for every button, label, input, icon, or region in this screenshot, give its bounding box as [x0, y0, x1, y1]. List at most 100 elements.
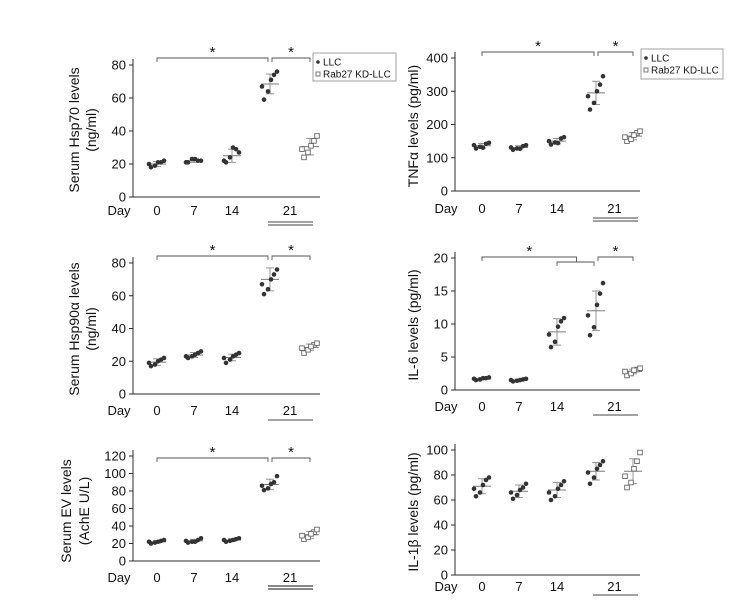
data-point: [198, 349, 204, 354]
data-point: [591, 325, 597, 330]
data-point: [301, 154, 307, 161]
data-point: [274, 267, 280, 272]
y-tick-label: 400: [426, 51, 448, 66]
data-point: [268, 481, 274, 487]
data-point: [146, 161, 152, 167]
data-group: [585, 458, 606, 487]
y-axis-label: Serum Hsp70 levels: [66, 67, 82, 192]
data-point: [183, 354, 189, 359]
significance-bracket: [481, 256, 577, 262]
data-point: [637, 449, 643, 456]
significance-star: *: [288, 444, 294, 461]
data-point: [600, 458, 606, 464]
data-point: [585, 93, 591, 99]
x-tick-label: 14: [225, 570, 239, 585]
data-point: [523, 481, 529, 487]
data-point: [508, 377, 514, 383]
data-point: [517, 487, 523, 493]
data-group: [471, 475, 492, 499]
data-group: [221, 350, 242, 366]
y-tick-label: 100: [104, 466, 126, 481]
data-point: [473, 146, 479, 151]
data-point: [628, 370, 634, 377]
data-point: [268, 277, 274, 282]
data-point: [314, 340, 320, 346]
data-point: [517, 146, 523, 152]
data-point: [634, 458, 640, 465]
data-point: [597, 291, 603, 296]
data-point: [558, 319, 564, 324]
y-axis-label: Serum Hsp90α levels: [66, 262, 82, 395]
data-group: [585, 73, 606, 112]
data-point: [236, 150, 242, 155]
data-point: [587, 481, 593, 487]
data-group: [508, 142, 529, 153]
tnfa-chart: 0 100 200 300 400 TNFα levels (pg/ml) Day 0 7 14 2…: [405, 38, 724, 222]
data-point: [471, 376, 477, 382]
y-tick-label: 15: [434, 284, 448, 299]
x-tick-label: 14: [550, 201, 564, 216]
data-point: [594, 302, 600, 308]
data-point: [523, 142, 529, 148]
data-point: [480, 482, 486, 488]
y-tick-label: 20: [434, 251, 448, 266]
data-point: [146, 539, 152, 545]
data-point: [471, 142, 477, 148]
legend-box: [640, 48, 724, 80]
y-tick-label: 60: [434, 493, 448, 508]
data-point: [585, 470, 591, 475]
data-point: [230, 354, 236, 359]
legend-entry: Rab27 KD-LLC: [643, 66, 719, 77]
data-point: [155, 539, 161, 545]
data-point: [259, 281, 265, 287]
data-group: [183, 535, 204, 545]
significance-star: *: [288, 44, 294, 61]
y-tick-label: 0: [441, 184, 448, 199]
data-point: [265, 286, 271, 292]
data-point: [561, 478, 567, 484]
data-point: [477, 490, 483, 495]
open-square-icon: [643, 67, 649, 73]
data-point: [265, 89, 271, 94]
data-point: [183, 538, 189, 544]
data-point: [587, 332, 593, 338]
data-group: [508, 481, 529, 502]
data-point: [561, 134, 567, 140]
data-group: [259, 267, 280, 297]
data-point: [622, 473, 628, 480]
y-tick-label: 40: [112, 321, 126, 336]
legend-label: LLC: [323, 58, 341, 69]
y-tick-label: 0: [441, 383, 448, 398]
y-tick-label: 80: [434, 468, 448, 483]
data-point: [261, 97, 267, 102]
data-point: [148, 165, 154, 170]
significance-bracket: [156, 57, 269, 62]
y-tick-label: 0: [119, 190, 126, 205]
significance-star: *: [613, 243, 619, 260]
data-group: [546, 478, 567, 503]
data-point: [259, 483, 265, 489]
x-axis-label: Day: [107, 403, 131, 418]
data-point: [192, 352, 198, 358]
x-tick-label: 0: [478, 579, 485, 594]
data-point: [548, 497, 554, 503]
data-point: [631, 132, 637, 138]
data-group: [146, 158, 167, 170]
y-axis-label: IL-6 levels (pg/ml): [405, 269, 421, 380]
data-point: [552, 493, 558, 499]
x-tick-label: 14: [225, 203, 239, 218]
y-tick-label: 80: [112, 256, 126, 271]
x-axis-label: Day: [107, 570, 131, 585]
significance-bracket: [481, 51, 595, 56]
data-point: [161, 158, 167, 163]
data-point: [631, 367, 637, 373]
data-point: [299, 146, 305, 152]
data-point: [314, 526, 320, 533]
data-group: [259, 69, 280, 102]
data-point: [305, 534, 311, 541]
legend-entry: Rab27 KD-LLC: [315, 70, 391, 81]
